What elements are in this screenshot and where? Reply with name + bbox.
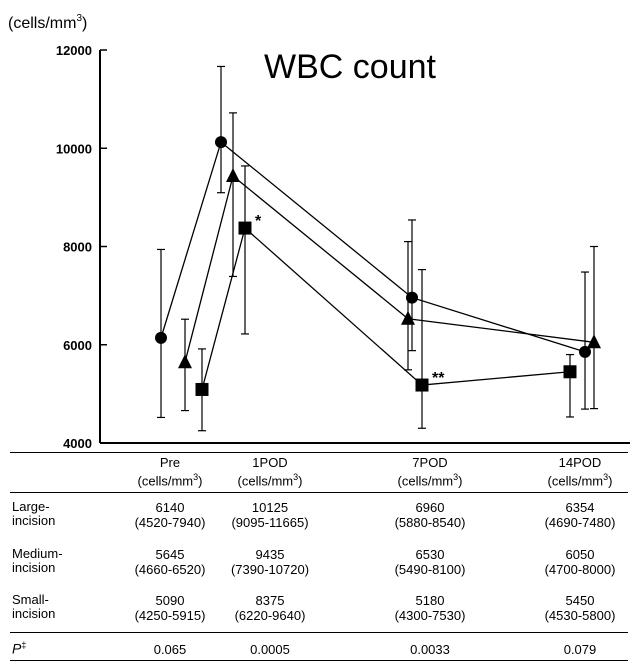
point-square (563, 365, 577, 379)
cell-small-pre: 5090 (4250-5915) (134, 593, 206, 623)
cell-small-7pod: 5180 (4300-7530) (394, 593, 466, 623)
cell-small-14pod: 5450 (4530-5800) (544, 593, 616, 623)
axes (99, 50, 630, 444)
point-square (415, 378, 429, 392)
series-markers (155, 136, 601, 396)
point-circle (406, 291, 418, 304)
point-triangle (401, 310, 415, 325)
significance-marker: ** (432, 370, 445, 387)
point-square (195, 382, 209, 396)
cell-large-pre: 6140 (4520-7940) (134, 500, 206, 530)
point-circle (579, 345, 591, 358)
header-unit: (cells/mm3) (137, 472, 203, 489)
cell-large-7pod: 6960 (5880-8540) (394, 500, 466, 530)
point-triangle (587, 334, 601, 349)
annotations: *** (255, 213, 445, 387)
row-label-large: Large-incision (12, 499, 56, 528)
header-unit: (cells/mm3) (547, 472, 613, 489)
y-tick-label: 10000 (56, 141, 92, 156)
header-7pod: 7POD (cells/mm3) (370, 455, 490, 488)
header-label: 1POD (252, 455, 288, 470)
table-top-rule (10, 452, 628, 453)
header-unit: (cells/mm3) (397, 472, 463, 489)
point-circle (155, 331, 167, 344)
cell-large-1pod: 10125 (9095-11665) (231, 500, 309, 530)
series-line-circle (160, 140, 586, 353)
point-triangle (178, 354, 192, 369)
p-value-14pod: 0.079 (563, 642, 597, 657)
point-square (238, 221, 252, 235)
p-value-pre: 0.065 (153, 642, 187, 657)
y-axis-unit: (cells/mm3) (8, 13, 87, 32)
cell-medium-1pod: 9435 (7390-10720) (230, 547, 310, 577)
header-label: 14POD (558, 455, 602, 470)
table-bottom-rule (10, 660, 628, 661)
point-triangle (226, 168, 240, 183)
header-unit: (cells/mm3) (237, 472, 303, 489)
significance-marker: * (255, 213, 262, 230)
series-lines (160, 140, 595, 390)
point-circle (215, 136, 227, 149)
chart-title: WBC count (264, 48, 436, 86)
row-label-p: P‡ (12, 640, 27, 657)
table-p-rule (10, 632, 628, 633)
table-header-rule (10, 492, 628, 493)
header-pre: Pre (cells/mm3) (115, 455, 225, 488)
cell-medium-pre: 5645 (4660-6520) (134, 547, 206, 577)
y-tick-label: 6000 (63, 338, 92, 353)
header-label: 7POD (412, 455, 448, 470)
y-tick-label: 4000 (63, 436, 92, 451)
y-ticks: 4000 6000 8000 10000 12000 (56, 43, 107, 451)
series-line-triangle (184, 174, 595, 363)
row-label-small: Small-incision (12, 592, 56, 621)
y-tick-label: 12000 (56, 43, 92, 58)
cell-medium-7pod: 6530 (5490-8100) (394, 547, 466, 577)
cell-medium-14pod: 6050 (4700-8000) (544, 547, 616, 577)
p-value-1pod: 0.0005 (250, 642, 290, 657)
y-tick-label: 8000 (63, 240, 92, 255)
cell-small-1pod: 8375 (6220-9640) (234, 593, 306, 623)
header-label: Pre (159, 455, 181, 470)
wbc-line-chart: (cells/mm3) WBC count 4000 6000 8000 10000 1… (8, 13, 630, 451)
cell-large-14pod: 6354 (4690-7480) (544, 500, 616, 530)
p-value-7pod: 0.0033 (410, 642, 450, 657)
row-label-medium: Medium-incision (12, 546, 63, 575)
series-line-square (201, 226, 571, 390)
header-1pod: 1POD (cells/mm3) (210, 455, 330, 488)
error-bars (157, 65, 598, 432)
header-14pod: 14POD (cells/mm3) (520, 455, 640, 488)
